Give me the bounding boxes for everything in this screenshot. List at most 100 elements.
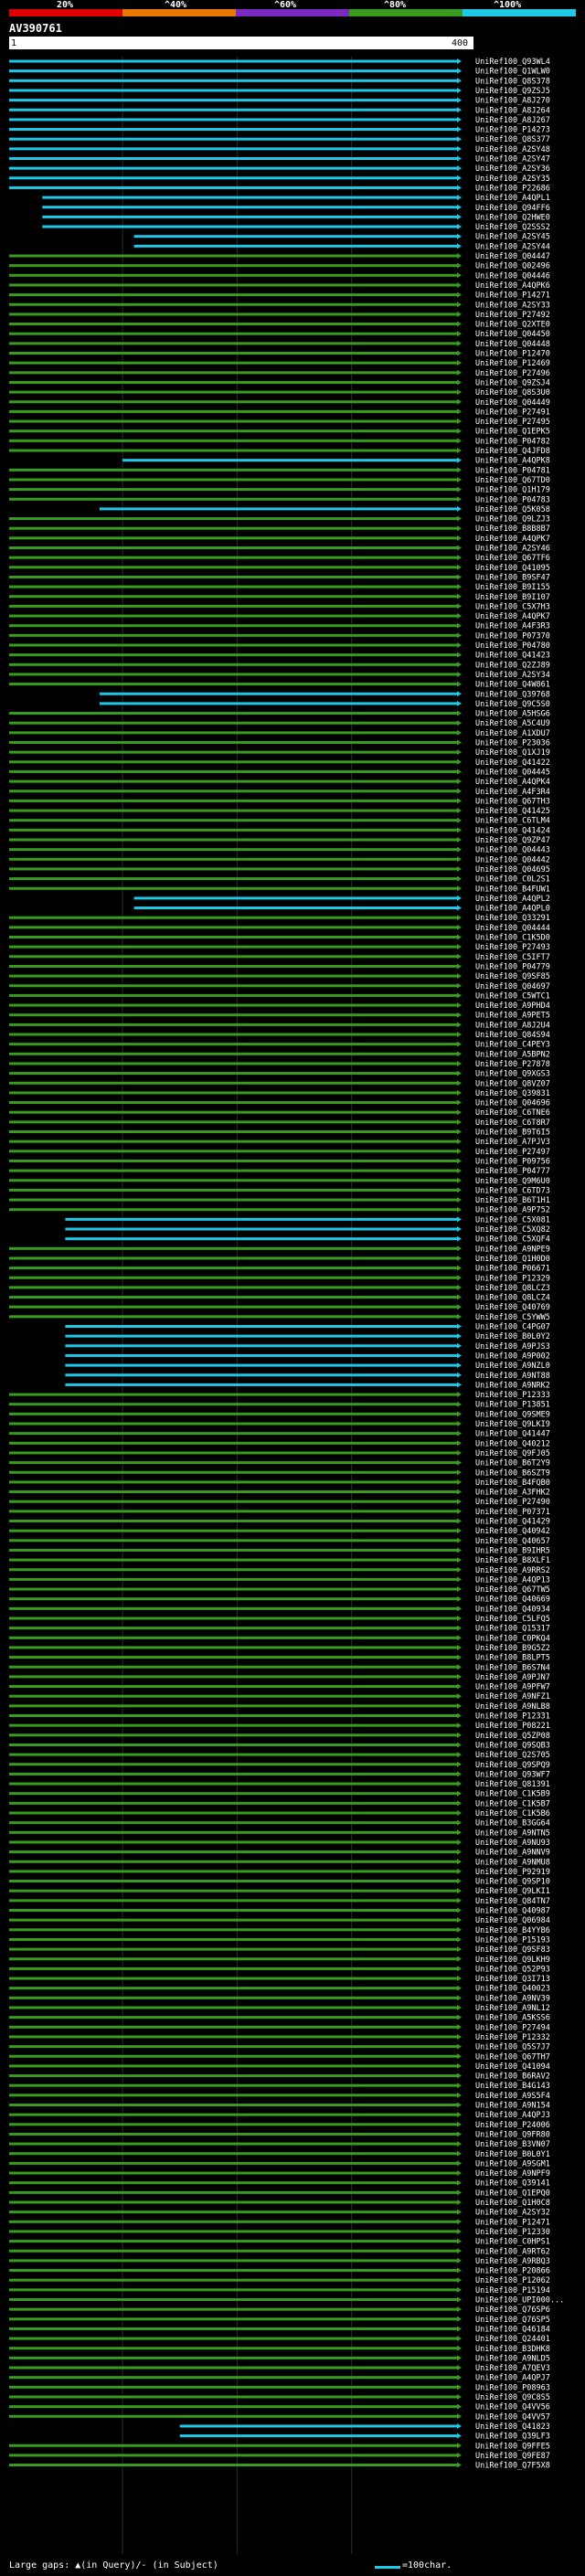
hit-row[interactable]: UniRef100_C1K5B9 (9, 1790, 550, 1799)
hit-bar[interactable] (9, 2376, 458, 2380)
hit-label[interactable]: UniRef100_B4FUW1 (475, 885, 550, 894)
hit-label[interactable]: UniRef100_P06671 (475, 1265, 550, 1274)
hit-label[interactable]: UniRef100_Q1H179 (475, 486, 550, 495)
hit-row[interactable]: UniRef100_Q04443 (9, 846, 550, 855)
hit-label[interactable]: UniRef100_Q41424 (475, 826, 550, 835)
hit-row[interactable]: UniRef100_B9IHR5 (9, 1546, 550, 1555)
hit-bar[interactable] (9, 964, 458, 968)
hit-row[interactable]: UniRef100_B0L0Y2 (65, 1332, 550, 1341)
hit-bar[interactable] (9, 332, 458, 335)
hit-row[interactable]: UniRef100_P27490 (9, 1498, 550, 1507)
hit-bar[interactable] (9, 1987, 458, 1990)
hit-label[interactable]: UniRef100_A4QPK8 (475, 457, 550, 466)
hit-bar[interactable] (9, 916, 458, 919)
hit-label[interactable]: UniRef100_Q15317 (475, 1625, 550, 1634)
hit-row[interactable]: UniRef100_B4G143 (9, 2082, 550, 2091)
hit-label[interactable]: UniRef100_A9PFW7 (475, 1683, 550, 1692)
hit-label[interactable]: UniRef100_Q39768 (475, 690, 550, 699)
hit-row[interactable]: UniRef100_A9NNV9 (9, 1849, 550, 1858)
hit-row[interactable]: UniRef100_A2SY34 (9, 671, 550, 680)
hit-row[interactable]: UniRef100_A9PHD4 (9, 1002, 550, 1011)
hit-bar[interactable] (65, 1344, 458, 1348)
hit-bar[interactable] (9, 1977, 458, 1980)
hit-row[interactable]: UniRef100_P04781 (9, 466, 550, 475)
hit-bar[interactable] (9, 2240, 458, 2243)
hit-bar[interactable] (9, 1937, 458, 1941)
hit-row[interactable]: UniRef100_Q81391 (9, 1780, 550, 1789)
hit-row[interactable]: UniRef100_Q9LKI9 (9, 1420, 550, 1429)
hit-label[interactable]: UniRef100_Q9LKI1 (475, 1887, 550, 1896)
hit-label[interactable]: UniRef100_Q4VV57 (475, 2412, 550, 2422)
hit-row[interactable]: UniRef100_C5XQF4 (65, 1235, 550, 1245)
hit-bar[interactable] (9, 2094, 458, 2097)
hit-label[interactable]: UniRef100_P12333 (475, 1391, 550, 1400)
hit-bar[interactable] (9, 585, 458, 588)
hit-bar[interactable] (9, 2152, 458, 2156)
hit-row[interactable]: UniRef100_A9NZL0 (65, 1362, 550, 1371)
hit-label[interactable]: UniRef100_Q04697 (475, 982, 550, 991)
hit-row[interactable]: UniRef100_C4PEY3 (9, 1041, 550, 1050)
hit-label[interactable]: UniRef100_Q9C5S0 (475, 700, 550, 709)
hit-row[interactable]: UniRef100_P08963 (9, 2383, 550, 2392)
hit-bar[interactable] (9, 1617, 458, 1620)
hit-bar[interactable] (9, 1081, 458, 1085)
hit-row[interactable]: UniRef100_C5YWW5 (9, 1313, 550, 1322)
hit-label[interactable]: UniRef100_A4QPK4 (475, 778, 550, 787)
hit-label[interactable]: UniRef100_P12330 (475, 2228, 550, 2237)
hit-label[interactable]: UniRef100_Q40942 (475, 1527, 550, 1536)
hit-label[interactable]: UniRef100_Q41425 (475, 807, 550, 816)
hit-bar[interactable] (9, 323, 458, 326)
hit-row[interactable]: UniRef100_C6TLM4 (9, 817, 550, 826)
hit-row[interactable]: UniRef100_A1XDU7 (9, 729, 550, 738)
hit-bar[interactable] (9, 1675, 458, 1679)
hit-row[interactable]: UniRef100_C4PG07 (65, 1323, 550, 1332)
hit-label[interactable]: UniRef100_P92919 (475, 1868, 550, 1877)
hit-label[interactable]: UniRef100_Q2HWE0 (475, 213, 550, 222)
hit-bar[interactable] (9, 663, 458, 666)
hit-bar[interactable] (9, 838, 458, 842)
hit-row[interactable]: UniRef100_Q40023 (9, 1985, 550, 1994)
hit-label[interactable]: UniRef100_A9NZL0 (475, 1362, 550, 1371)
hit-row[interactable]: UniRef100_B4YYB6 (9, 1926, 550, 1935)
hit-bar[interactable] (9, 2161, 458, 2165)
hit-bar[interactable] (9, 1850, 458, 1854)
hit-bar[interactable] (9, 1704, 458, 1708)
hit-row[interactable]: UniRef100_A7QEV3 (9, 2364, 550, 2373)
hit-label[interactable]: UniRef100_Q39LF3 (475, 2433, 550, 2442)
hit-bar[interactable] (9, 1256, 458, 1260)
hit-bar[interactable] (9, 536, 458, 540)
hit-row[interactable]: UniRef100_Q4VV57 (9, 2412, 550, 2422)
hit-bar[interactable] (9, 1470, 458, 1474)
hit-label[interactable]: UniRef100_Q40657 (475, 1537, 550, 1546)
hit-label[interactable]: UniRef100_B4YYB6 (475, 1926, 550, 1935)
hit-row[interactable]: UniRef100_B4FUW1 (9, 885, 550, 894)
hit-label[interactable]: UniRef100_P24006 (475, 2121, 550, 2130)
hit-label[interactable]: UniRef100_B9I107 (475, 593, 550, 602)
hit-label[interactable]: UniRef100_P27491 (475, 408, 550, 417)
hit-bar[interactable] (9, 2083, 458, 2087)
hit-bar[interactable] (9, 118, 458, 122)
hit-row[interactable]: UniRef100_C1K5D0 (9, 934, 550, 943)
hit-label[interactable]: UniRef100_Q04449 (475, 398, 550, 408)
hit-bar[interactable] (9, 1870, 458, 1873)
hit-label[interactable]: UniRef100_Q9FE87 (475, 2452, 550, 2461)
hit-label[interactable]: UniRef100_Q67TF6 (475, 554, 550, 563)
hit-label[interactable]: UniRef100_Q06984 (475, 1916, 550, 1925)
hit-bar[interactable] (9, 2113, 458, 2116)
hit-row[interactable]: UniRef100_A4QPK6 (9, 281, 550, 291)
hit-label[interactable]: UniRef100_A9NT88 (475, 1372, 550, 1381)
hit-label[interactable]: UniRef100_Q02496 (475, 262, 550, 271)
hit-row[interactable]: UniRef100_A9NPF9 (9, 2169, 550, 2178)
hit-row[interactable]: UniRef100_C5WTC1 (9, 991, 550, 1001)
hit-label[interactable]: UniRef100_A4QPL2 (475, 895, 550, 904)
hit-label[interactable]: UniRef100_Q40669 (475, 1595, 550, 1605)
hit-label[interactable]: UniRef100_A2SY33 (475, 301, 550, 310)
hit-row[interactable]: UniRef100_UPI000... (9, 2296, 564, 2306)
hit-label[interactable]: UniRef100_A4QPL0 (475, 905, 550, 914)
hit-label[interactable]: UniRef100_Q1EPQ0 (475, 2189, 550, 2198)
hit-row[interactable]: UniRef100_Q7F5X8 (9, 2462, 550, 2471)
hit-bar[interactable] (133, 906, 458, 910)
hit-label[interactable]: UniRef100_Q1H0C8 (475, 2199, 550, 2208)
hit-row[interactable]: UniRef100_Q9C5S0 (99, 700, 550, 709)
hit-bar[interactable] (9, 2298, 458, 2301)
